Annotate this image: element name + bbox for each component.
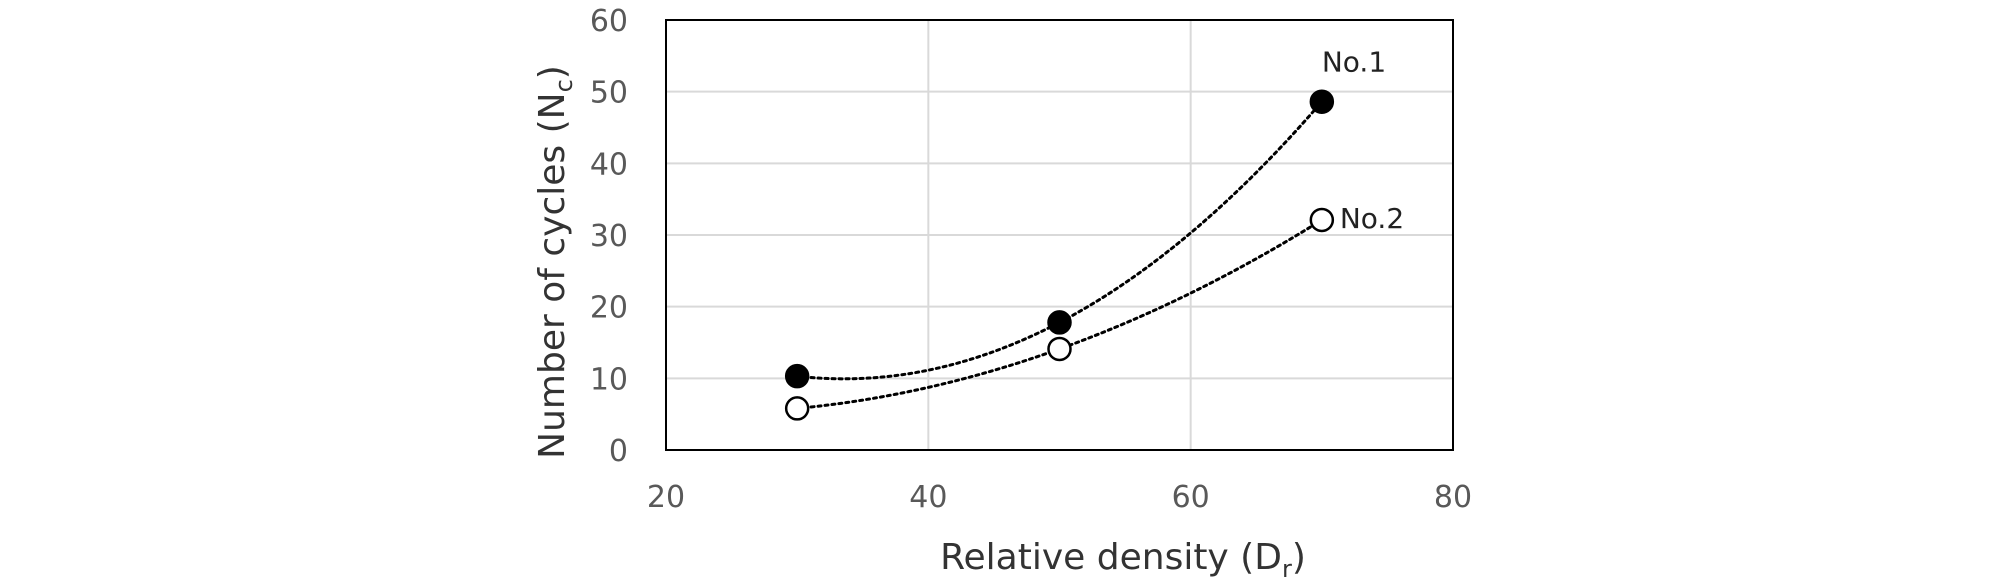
series-label-2: No.2 bbox=[1340, 202, 1404, 235]
x-tick-label: 80 bbox=[1434, 480, 1472, 515]
y-axis-title: Number of cycles (Nc) bbox=[532, 65, 578, 459]
data-point-series-2 bbox=[1309, 207, 1335, 233]
x-tick-label: 40 bbox=[909, 480, 947, 515]
y-tick-labels: 0 10 20 30 40 50 60 bbox=[590, 4, 628, 469]
x-tick-labels: 20 40 60 80 bbox=[647, 480, 1472, 515]
data-point-series-1 bbox=[784, 363, 810, 389]
x-tick-label: 60 bbox=[1172, 480, 1210, 515]
y-tick-label: 50 bbox=[590, 76, 628, 111]
x-tick-label: 20 bbox=[647, 480, 685, 515]
y-tick-label: 40 bbox=[590, 147, 628, 182]
grid-lines bbox=[666, 20, 1453, 450]
data-point-series-1 bbox=[1047, 310, 1072, 335]
x-axis-title: Relative density (Dr) bbox=[940, 537, 1306, 581]
y-tick-label: 60 bbox=[590, 4, 628, 39]
y-tick-label: 30 bbox=[590, 219, 628, 254]
y-tick-label: 10 bbox=[590, 362, 628, 397]
series-labels: No.1 No.2 bbox=[1322, 46, 1404, 235]
data-points bbox=[784, 89, 1335, 421]
data-point-series-1 bbox=[1309, 89, 1335, 114]
data-point-series-2 bbox=[784, 396, 810, 421]
y-tick-label: 0 bbox=[609, 434, 628, 469]
data-point-series-2 bbox=[1047, 336, 1072, 362]
plot-area-frame bbox=[665, 19, 1454, 451]
series-label-1: No.1 bbox=[1322, 46, 1386, 79]
trendlines bbox=[795, 100, 1324, 410]
y-tick-label: 20 bbox=[590, 291, 628, 326]
